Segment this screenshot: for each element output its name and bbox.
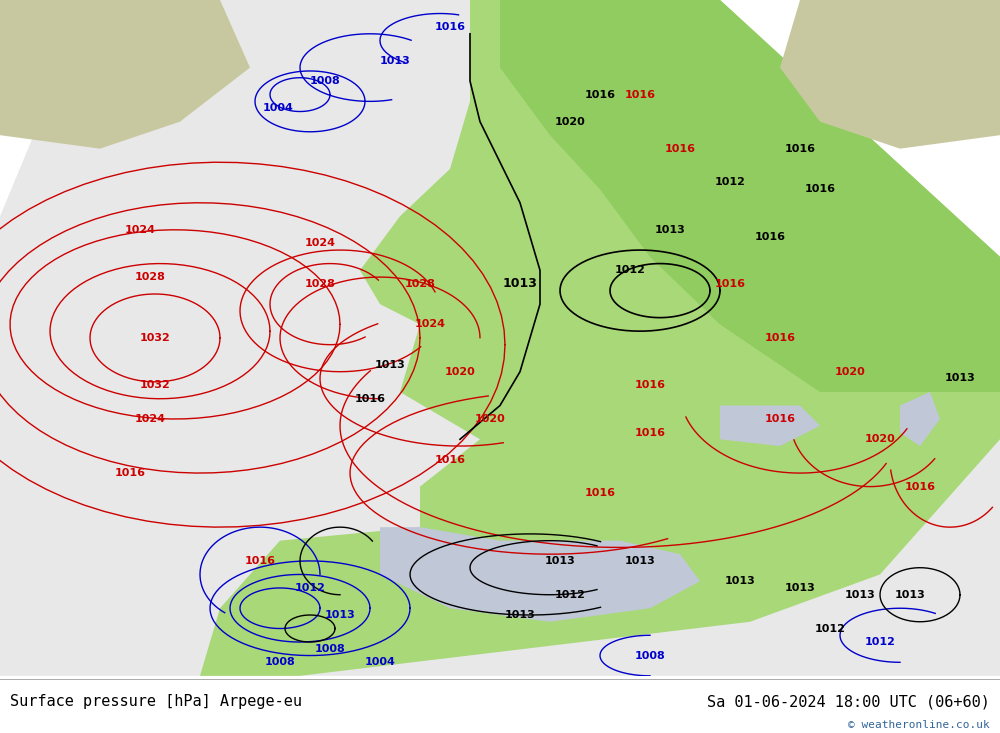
Text: 1013: 1013 <box>625 556 655 566</box>
Text: 1016: 1016 <box>244 556 276 566</box>
Text: 1008: 1008 <box>315 644 345 654</box>
Text: 1028: 1028 <box>405 279 435 289</box>
Text: 1008: 1008 <box>265 658 295 667</box>
Text: 1020: 1020 <box>475 414 505 424</box>
Text: 1016: 1016 <box>635 427 666 438</box>
Polygon shape <box>0 0 250 149</box>
Text: 1028: 1028 <box>305 279 335 289</box>
Text: 1024: 1024 <box>124 225 156 235</box>
Text: 1016: 1016 <box>434 454 466 465</box>
Text: 1013: 1013 <box>945 373 975 383</box>
Text: 1016: 1016 <box>624 89 656 100</box>
Text: 1016: 1016 <box>354 394 386 404</box>
Text: 1016: 1016 <box>755 232 786 242</box>
Polygon shape <box>380 527 700 622</box>
Polygon shape <box>200 0 1000 676</box>
Text: 1013: 1013 <box>655 225 685 235</box>
Text: 1016: 1016 <box>784 144 816 154</box>
Text: 1020: 1020 <box>835 366 865 377</box>
Text: 1016: 1016 <box>635 380 666 390</box>
Text: 1016: 1016 <box>804 184 836 194</box>
Text: 1032: 1032 <box>140 333 170 343</box>
Text: 1012: 1012 <box>815 624 845 633</box>
Polygon shape <box>900 392 940 446</box>
Text: 1013: 1013 <box>325 610 355 620</box>
Text: 1016: 1016 <box>584 488 616 498</box>
Text: Sa 01-06-2024 18:00 UTC (06+60): Sa 01-06-2024 18:00 UTC (06+60) <box>707 694 990 709</box>
Polygon shape <box>500 0 1000 392</box>
Text: 1013: 1013 <box>845 590 875 600</box>
Text: 1016: 1016 <box>664 144 696 154</box>
Text: 1016: 1016 <box>765 414 796 424</box>
Polygon shape <box>0 0 1000 676</box>
Text: Surface pressure [hPa] Arpege-eu: Surface pressure [hPa] Arpege-eu <box>10 694 302 709</box>
Text: 1024: 1024 <box>415 320 446 329</box>
Text: 1016: 1016 <box>904 482 936 492</box>
Text: 1016: 1016 <box>114 468 146 478</box>
Text: 1013: 1013 <box>505 610 535 620</box>
Text: © weatheronline.co.uk: © weatheronline.co.uk <box>848 720 990 730</box>
Text: 1013: 1013 <box>375 360 405 370</box>
Text: 1012: 1012 <box>555 590 585 600</box>
Text: 1013: 1013 <box>503 277 537 290</box>
Text: 1016: 1016 <box>434 22 466 32</box>
Text: 1020: 1020 <box>865 434 895 444</box>
Text: 1032: 1032 <box>140 380 170 390</box>
Polygon shape <box>780 0 1000 149</box>
Text: 1016: 1016 <box>765 333 796 343</box>
Text: 1020: 1020 <box>445 366 475 377</box>
Text: 1004: 1004 <box>365 658 395 667</box>
Text: 1008: 1008 <box>635 651 665 660</box>
Text: 1008: 1008 <box>310 76 340 86</box>
Text: 1012: 1012 <box>715 177 745 188</box>
Text: 1012: 1012 <box>865 637 895 647</box>
Text: 1013: 1013 <box>725 576 755 586</box>
Text: 1004: 1004 <box>263 103 293 113</box>
Text: 1016: 1016 <box>714 279 746 289</box>
Text: 1012: 1012 <box>295 583 325 593</box>
Text: 1012: 1012 <box>615 265 645 276</box>
Text: 1020: 1020 <box>555 117 585 127</box>
Text: 1013: 1013 <box>895 590 925 600</box>
Text: 1013: 1013 <box>785 583 815 593</box>
Text: 1013: 1013 <box>380 56 410 66</box>
Text: 1024: 1024 <box>134 414 166 424</box>
Text: 1028: 1028 <box>135 272 165 282</box>
Text: 1024: 1024 <box>304 238 336 248</box>
Text: 1013: 1013 <box>545 556 575 566</box>
Polygon shape <box>720 405 820 446</box>
Text: 1016: 1016 <box>584 89 616 100</box>
